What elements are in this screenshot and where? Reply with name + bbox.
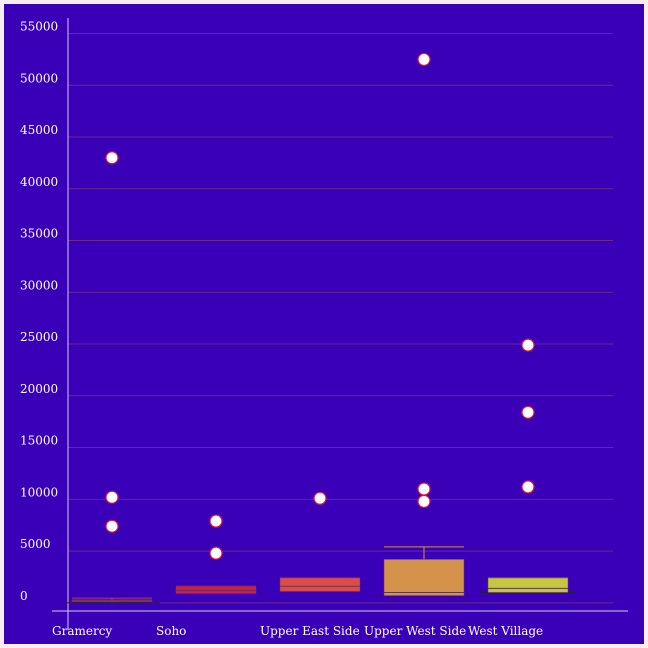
y-tick-label: 5000 (20, 537, 51, 551)
box-series (64, 52, 576, 604)
box-iqr (383, 559, 465, 596)
outlier-point (417, 52, 431, 67)
outlier-point (521, 405, 535, 419)
box-upper-east-side (272, 491, 368, 592)
outlier-point (105, 519, 119, 533)
y-tick-label: 35000 (20, 227, 58, 241)
y-tick-label: 25000 (20, 330, 58, 344)
box-gramercy (64, 151, 160, 604)
box-iqr (279, 577, 361, 592)
y-tick-label: 40000 (20, 175, 58, 189)
box-west-village (480, 338, 576, 593)
outlier-point (417, 482, 431, 496)
y-tick-label: 45000 (20, 123, 58, 137)
x-tick-label: Soho (156, 624, 186, 638)
outlier-point (521, 338, 535, 352)
outlier-point (209, 546, 223, 560)
outlier-point (105, 151, 119, 165)
x-tick-label: Upper West Side (364, 624, 466, 638)
y-tick-label: 0 (20, 589, 28, 603)
y-tick-label: 50000 (20, 71, 58, 85)
y-tick-label: 55000 (20, 20, 58, 34)
chart-frame: 0 5000 10000 15000 20000 25000 30000 35000 40000… (4, 4, 644, 644)
box-upper-west-side (376, 52, 472, 597)
x-tick-label: West Village (468, 624, 543, 638)
box-iqr (487, 577, 569, 593)
y-tick-label: 30000 (20, 278, 58, 292)
outlier-point (417, 494, 431, 508)
outlier-point (313, 491, 327, 505)
outlier-point (209, 514, 223, 528)
gridlines (68, 33, 613, 604)
box-plot-chart: 0 5000 10000 15000 20000 25000 30000 35000 40000… (20, 18, 628, 638)
outlier-point (521, 480, 535, 494)
x-tick-label: Upper East Side (260, 624, 360, 638)
outlier-point (105, 490, 119, 504)
y-tick-label: 15000 (20, 434, 58, 448)
y-tick-label: 10000 (20, 485, 58, 499)
axes (52, 18, 628, 629)
x-axis-labels: Gramercy Soho Upper East Side Upper West Si… (52, 624, 543, 638)
y-tick-label: 20000 (20, 382, 58, 396)
y-axis-ticks: 0 5000 10000 15000 20000 25000 30000 35000 40000… (20, 20, 58, 603)
x-tick-label: Gramercy (52, 624, 112, 638)
box-iqr (175, 586, 257, 594)
box-soho (168, 514, 264, 595)
